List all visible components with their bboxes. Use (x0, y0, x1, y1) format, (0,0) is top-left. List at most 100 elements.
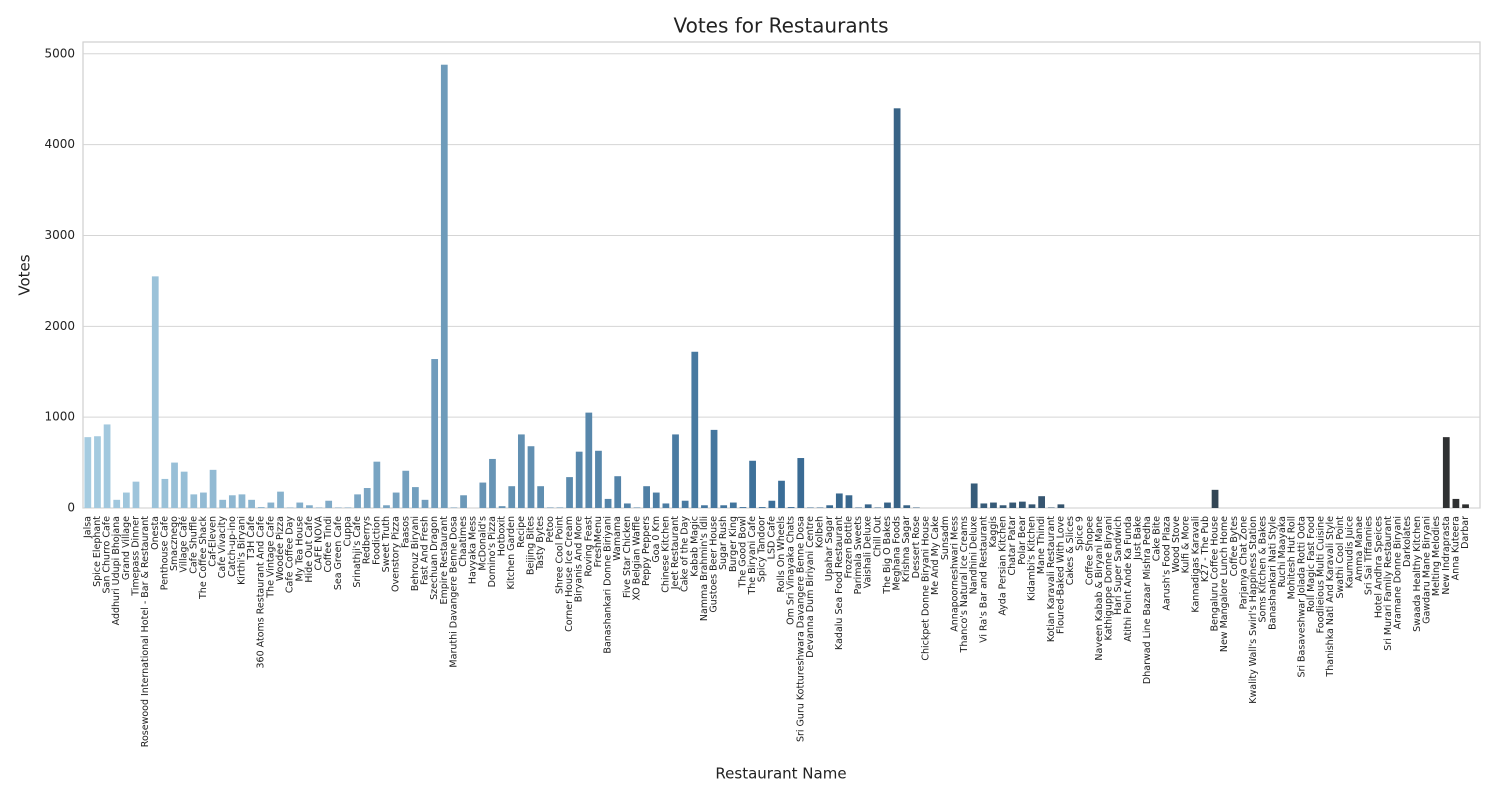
x-axis-label: Restaurant Name (715, 765, 846, 783)
x-tick-label: Chatar Patar (1007, 516, 1018, 576)
x-tick-label: Anna Kuteera (1450, 516, 1461, 580)
x-tick-label: Coffee Shopee (1084, 516, 1095, 585)
x-tick-label: Kannadigas Karavali (1190, 516, 1201, 613)
bar (151, 276, 159, 508)
x-tick-label: My Tea House (294, 516, 305, 582)
x-tick-label: Empire Restaurant (439, 516, 450, 605)
x-tick-label: Darkolates (1402, 516, 1413, 567)
x-tick-label: Srinathji's Cafe (352, 516, 363, 588)
bar (180, 471, 188, 508)
bar (537, 486, 545, 508)
x-tick-label: Behrouz Biryani (410, 516, 421, 591)
bar (614, 476, 622, 508)
x-tick-label: Vi Ra's Bar and Restaurant (978, 516, 989, 643)
bar (200, 492, 207, 508)
x-tick-label: Burger King (728, 516, 739, 572)
x-tick-label: Frozen Bottle (843, 516, 854, 579)
bar (306, 505, 313, 508)
bar (739, 507, 747, 508)
x-tick-label: Beijing Bites (526, 516, 537, 575)
x-tick-label: Naveen Kabab & Biryani Mane (1094, 516, 1105, 661)
x-tick-label: CAFE NOVA (314, 516, 325, 571)
bar (412, 487, 419, 508)
bar (132, 481, 140, 508)
bar (190, 494, 198, 508)
y-tick-label: 3000 (44, 228, 75, 242)
bar (1009, 502, 1017, 508)
x-tick-label: Ovenstory Pizza (391, 516, 402, 592)
bar (604, 498, 612, 508)
x-tick-label: Jalsa (82, 516, 93, 539)
x-tick-label: Parjanya Chat Zone (1238, 516, 1249, 610)
x-tick-label: LSD Cafe (766, 516, 777, 559)
x-tick-label: Kwality Wall's Swirl's Happiness Station (1248, 516, 1259, 704)
x-tick-label: Spice 9 (1075, 516, 1086, 551)
bar (431, 359, 439, 508)
bar (826, 505, 834, 508)
x-tick-label: Sunsadm (940, 516, 951, 560)
bar (1038, 496, 1046, 508)
x-tick-label: New Indraprasta (1441, 516, 1452, 595)
x-tick-label: Chaatimes (458, 516, 469, 567)
x-tick-label: Tasty Bytes (535, 516, 546, 571)
x-tick-label: Sri Guru Kottureshwara Davangere Benne D… (795, 516, 806, 742)
bar (257, 507, 265, 508)
y-tick-label: 2000 (44, 319, 75, 333)
x-tick-label: New Mangalore Lunch Home (1219, 516, 1230, 652)
x-tick-label: Kadalu Sea Food Restaurant (834, 516, 845, 650)
bar (845, 495, 853, 508)
bar (662, 503, 670, 508)
x-tick-label: Sea Green Cafe (333, 516, 344, 590)
x-tick-label: Swathi Cool Point (1335, 516, 1346, 599)
x-tick-label: Gawdaru Mane Biryani (1422, 516, 1433, 624)
x-tick-label: Roll Magic Fast Food (1306, 516, 1317, 612)
bar (267, 502, 275, 508)
x-tick-label: Wood Stove (1171, 516, 1182, 573)
bar (970, 483, 978, 508)
x-tick-label: Dessert Rose (911, 516, 922, 578)
bar (758, 507, 766, 508)
bar (1018, 501, 1026, 508)
x-tick-label: Catch-up-ino (227, 516, 238, 577)
bar (672, 434, 679, 508)
bar (103, 424, 111, 508)
bar (778, 480, 785, 508)
bar (720, 505, 728, 508)
bar (498, 506, 506, 508)
x-tick-label: Kaumudis Juice (1344, 516, 1355, 589)
x-tick-label: Melting Melodies (1431, 516, 1442, 596)
x-tick-label: Cake Bite (1152, 516, 1163, 561)
x-tick-label: T3H Cafe (246, 516, 257, 561)
x-tick-label: Ayda Persian Kitchen (998, 516, 1009, 616)
x-tick-label: Parimala Sweets (853, 516, 864, 594)
x-tick-label: Hotboxit (497, 516, 508, 556)
x-tick-label: Faasos (400, 516, 411, 548)
y-tick-label: 4000 (44, 137, 75, 151)
x-tick-label: Devanna Dum Biriyani Centre (805, 516, 816, 658)
bar (701, 505, 708, 508)
x-tick-label: Upahar Sagar (824, 516, 835, 581)
x-tick-label: Kolbeh (815, 516, 826, 548)
bar (691, 351, 699, 508)
x-tick-label: Meghana Foods (892, 516, 903, 591)
x-tick-label: Cafe Coffee Day (285, 516, 296, 594)
bar (363, 488, 371, 508)
x-tick-label: The Big O Bakes (882, 516, 893, 595)
x-tick-label: Goa 0 Km (651, 516, 662, 563)
x-tick-label: Sri Murari Family Restaurant (1383, 516, 1394, 651)
bar (354, 494, 361, 508)
x-tick-label: Redberrys (362, 516, 373, 564)
x-tick-label: Cake of the Day (680, 516, 691, 592)
x-tick-label: Me And My Cake (930, 516, 941, 595)
bar (980, 503, 988, 508)
bar (161, 478, 169, 508)
x-tick-label: Cafe Shuffle (188, 516, 199, 574)
bar (228, 495, 236, 508)
x-tick-label: Corner House Ice Cream (564, 516, 575, 632)
x-tick-label: Polar Bear (1017, 516, 1028, 565)
x-tick-label: Biryanis And More (574, 516, 585, 602)
bar (884, 502, 891, 508)
bar (835, 493, 843, 508)
x-tick-label: Floured-Baked With Love (1055, 516, 1066, 634)
